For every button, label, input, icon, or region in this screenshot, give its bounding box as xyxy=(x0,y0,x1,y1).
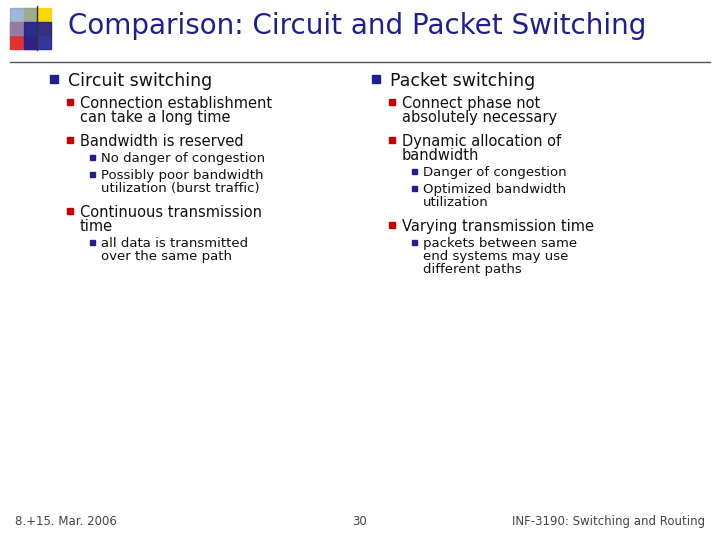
Text: utilization: utilization xyxy=(423,196,489,209)
Text: can take a long time: can take a long time xyxy=(80,110,230,125)
Bar xyxy=(50,75,58,83)
Bar xyxy=(412,186,416,191)
Text: Varying transmission time: Varying transmission time xyxy=(402,219,594,234)
Bar xyxy=(89,240,94,245)
Text: time: time xyxy=(80,219,113,234)
Bar xyxy=(89,172,94,177)
Text: Comparison: Circuit and Packet Switching: Comparison: Circuit and Packet Switching xyxy=(68,12,647,40)
Bar xyxy=(67,208,73,214)
Text: Circuit switching: Circuit switching xyxy=(68,72,212,90)
Text: Packet switching: Packet switching xyxy=(390,72,535,90)
Bar xyxy=(67,137,73,143)
Bar xyxy=(67,99,73,105)
Text: 8.+15. Mar. 2006: 8.+15. Mar. 2006 xyxy=(15,515,117,528)
Bar xyxy=(372,75,380,83)
Text: Dynamic allocation of: Dynamic allocation of xyxy=(402,134,561,149)
Text: packets between same: packets between same xyxy=(423,237,577,250)
Text: utilization (burst traffic): utilization (burst traffic) xyxy=(101,182,260,195)
Text: absolutely necessary: absolutely necessary xyxy=(402,110,557,125)
Text: Optimized bandwidth: Optimized bandwidth xyxy=(423,183,566,196)
Text: over the same path: over the same path xyxy=(101,250,232,263)
Text: all data is transmitted: all data is transmitted xyxy=(101,237,248,250)
Bar xyxy=(412,240,416,245)
Text: Possibly poor bandwidth: Possibly poor bandwidth xyxy=(101,169,264,182)
Text: Connection establishment: Connection establishment xyxy=(80,96,272,111)
Bar xyxy=(10,22,37,49)
Text: different paths: different paths xyxy=(423,263,522,276)
Bar xyxy=(389,99,395,105)
Text: 30: 30 xyxy=(353,515,367,528)
Text: Connect phase not: Connect phase not xyxy=(402,96,540,111)
Text: bandwidth: bandwidth xyxy=(402,148,480,163)
Text: No danger of congestion: No danger of congestion xyxy=(101,152,265,165)
Bar xyxy=(389,137,395,143)
Bar xyxy=(89,154,94,159)
Text: INF-3190: Switching and Routing: INF-3190: Switching and Routing xyxy=(512,515,705,528)
Text: Bandwidth is reserved: Bandwidth is reserved xyxy=(80,134,243,149)
Text: end systems may use: end systems may use xyxy=(423,250,568,263)
Text: Danger of congestion: Danger of congestion xyxy=(423,166,567,179)
Bar xyxy=(24,8,50,35)
Bar xyxy=(389,222,395,228)
Text: Continuous transmission: Continuous transmission xyxy=(80,205,262,220)
Bar xyxy=(10,8,37,35)
Bar xyxy=(24,22,50,49)
Bar xyxy=(412,168,416,173)
